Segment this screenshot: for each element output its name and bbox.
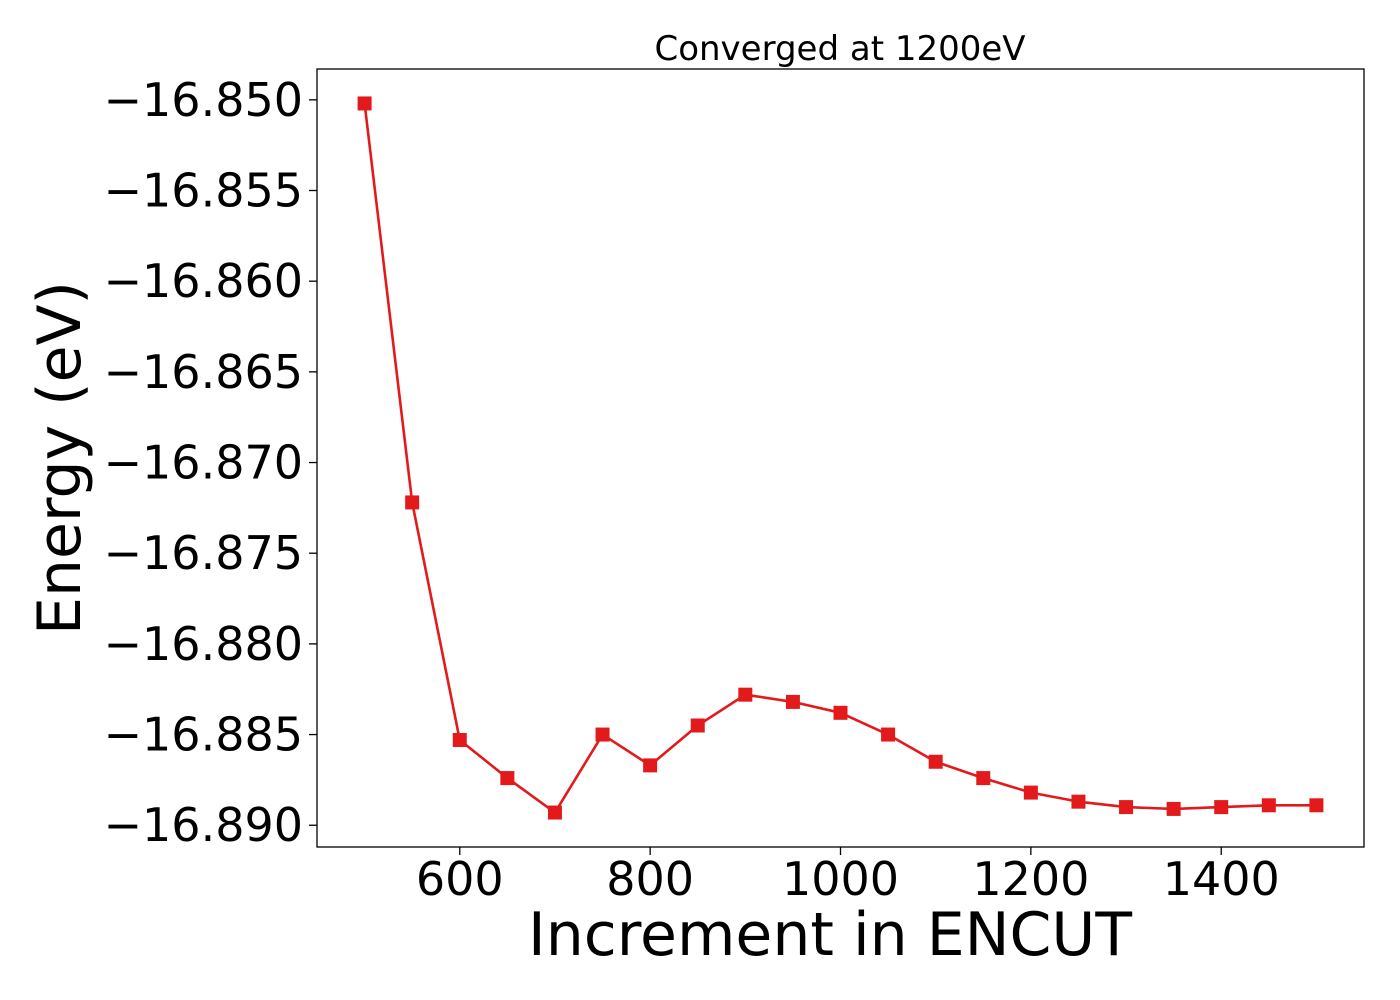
data-point-marker [976,771,991,786]
x-tick-label: 800 [606,852,694,906]
data-point-marker [1071,794,1086,809]
data-point-marker [928,754,943,769]
data-point-marker [690,718,705,733]
plot-area-frame [316,68,1365,848]
y-tick-label: −16.880 [104,617,304,671]
data-point-marker [357,96,372,111]
x-axis-label: Increment in ENCUT [528,900,1132,970]
data-point-marker [1309,798,1324,813]
data-point-marker [1214,800,1229,815]
y-axis-label: Energy (eV) [25,281,95,635]
x-tick-label: 1200 [972,852,1089,906]
y-tick-label: −16.875 [104,526,304,580]
data-point-marker [785,694,800,709]
data-point-marker [500,771,515,786]
data-point-marker [1261,798,1276,813]
data-point-marker [643,758,658,773]
series-layer [357,96,1324,820]
y-tick-label: −16.865 [104,345,304,399]
data-point-marker [595,727,610,742]
data-point-marker [405,495,420,510]
x-axis-ticks: 600 800 1000 1200 1400 [416,847,1280,906]
data-point-marker [833,705,848,720]
y-tick-label: −16.885 [104,708,304,762]
data-point-marker [881,727,896,742]
data-point-marker [738,687,753,702]
chart-title: Converged at 1200eV [654,29,1025,69]
y-axis-ticks: −16.850 −16.855 −16.860 −16.865 −16.870 −16.8… [104,73,317,852]
data-point-marker [452,733,467,748]
x-tick-label: 1400 [1163,852,1280,906]
y-tick-label: −16.850 [104,73,304,127]
x-tick-label: 600 [416,852,504,906]
data-point-marker [1023,785,1038,800]
y-tick-label: −16.860 [104,254,304,308]
x-tick-label: 1000 [782,852,899,906]
y-tick-label: −16.890 [104,798,304,852]
data-point-marker [1119,800,1134,815]
y-tick-label: −16.870 [104,436,304,490]
y-tick-label: −16.855 [104,164,304,218]
data-point-marker [547,805,562,820]
data-point-marker [1166,801,1181,816]
